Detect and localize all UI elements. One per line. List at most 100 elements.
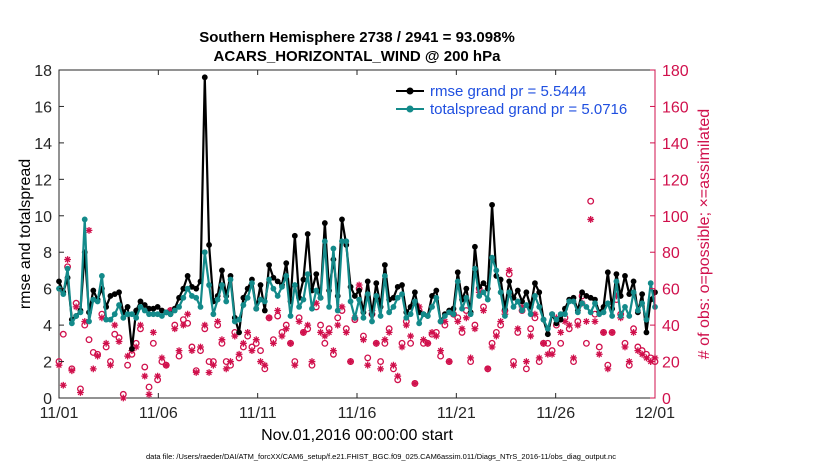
obs-assimilated-glyph bbox=[411, 380, 419, 387]
spread-point bbox=[219, 282, 225, 288]
obs-assimilated-glyph bbox=[428, 329, 436, 336]
rmse-point bbox=[300, 276, 307, 283]
x-axis-label: Nov.01,2016 00:00:00 start bbox=[261, 427, 453, 444]
obs-assimilated-glyph bbox=[604, 365, 612, 373]
obs-assimilated-glyph bbox=[209, 361, 217, 369]
spread-point bbox=[253, 305, 260, 312]
obs-assimilated-marker bbox=[638, 350, 646, 358]
spread-point bbox=[643, 316, 650, 323]
y-tick-label-left: 0 bbox=[43, 391, 52, 408]
obs-assimilated-marker bbox=[171, 325, 179, 333]
obs-assimilated-marker bbox=[287, 339, 294, 347]
obs-assimilated-marker bbox=[304, 321, 312, 329]
rmse-point bbox=[557, 316, 564, 323]
y-tick-label-left: 4 bbox=[43, 318, 52, 335]
spread-point bbox=[167, 311, 174, 318]
spread-point bbox=[133, 314, 140, 321]
rmse-point bbox=[506, 278, 513, 285]
obs-assimilated-marker bbox=[192, 369, 200, 376]
obs-assimilated-marker bbox=[402, 321, 410, 329]
obs-possible-marker bbox=[124, 361, 132, 369]
x-tick-label: 11/26 bbox=[536, 405, 575, 422]
rmse-point bbox=[257, 282, 264, 288]
obs-assimilated-glyph bbox=[424, 339, 432, 347]
spread-point bbox=[437, 318, 444, 325]
chart-title-line1: Southern Hemisphere 2738 / 2941 = 93.098… bbox=[199, 29, 515, 46]
obs-assimilated-glyph bbox=[480, 307, 487, 314]
spread-point bbox=[283, 273, 290, 279]
spread-point bbox=[347, 298, 354, 305]
obs-assimilated-glyph bbox=[304, 321, 312, 329]
obs-assimilated-glyph bbox=[64, 256, 71, 263]
spread-point bbox=[193, 294, 200, 301]
obs-assimilated-marker bbox=[531, 310, 539, 318]
obs-assimilated-glyph bbox=[257, 358, 264, 365]
obs-assimilated-marker bbox=[132, 343, 140, 351]
y-tick-label-right: 80 bbox=[662, 245, 680, 262]
spread-point bbox=[330, 245, 337, 252]
obs-assimilated-marker bbox=[201, 321, 209, 329]
obs-assimilated-glyph bbox=[454, 318, 462, 325]
obs-possible-marker bbox=[595, 343, 603, 351]
obs-possible-marker bbox=[522, 365, 530, 373]
spread-point bbox=[244, 294, 251, 301]
rmse-point bbox=[137, 298, 144, 305]
obs-possible-marker bbox=[149, 339, 157, 347]
spread-point bbox=[497, 289, 504, 296]
spread-point bbox=[381, 273, 388, 279]
obs-assimilated-marker bbox=[274, 307, 282, 314]
spread-point bbox=[622, 303, 628, 310]
spread-point bbox=[326, 303, 333, 310]
spread-point bbox=[317, 294, 324, 301]
y-axis-label-left: rmse and totalspread bbox=[17, 159, 34, 309]
spread-point bbox=[176, 303, 182, 310]
obs-possible-marker bbox=[85, 336, 93, 344]
obs-assimilated-marker bbox=[115, 338, 123, 345]
spread-point bbox=[206, 282, 212, 288]
spread-point bbox=[116, 302, 122, 308]
spread-point bbox=[562, 311, 568, 318]
obs-assimilated-glyph bbox=[390, 361, 397, 369]
obs-assimilated-marker bbox=[561, 318, 569, 325]
spread-point bbox=[73, 313, 80, 319]
obs-assimilated-marker bbox=[372, 339, 380, 347]
rmse-point bbox=[128, 345, 135, 352]
obs-assimilated-marker bbox=[492, 332, 500, 340]
spread-point bbox=[64, 265, 71, 272]
obs-assimilated-marker bbox=[317, 329, 324, 336]
obs-assimilated-glyph bbox=[574, 321, 582, 329]
spread-point bbox=[266, 276, 273, 283]
rmse-point bbox=[266, 262, 273, 268]
obs-assimilated-marker bbox=[398, 343, 406, 351]
obs-assimilated-glyph bbox=[132, 343, 140, 351]
spread-point bbox=[98, 273, 105, 279]
chart-title-line2: ACARS_HORIZONTAL_WIND @ 200 hPa bbox=[214, 48, 502, 65]
obs-assimilated-glyph bbox=[205, 369, 213, 376]
spread-point bbox=[399, 291, 405, 298]
spread-point bbox=[171, 307, 178, 314]
obs-assimilated-glyph bbox=[587, 216, 595, 223]
spread-point bbox=[296, 303, 303, 310]
spread-point bbox=[313, 287, 320, 294]
spread-point bbox=[480, 289, 487, 296]
obs-assimilated-marker bbox=[462, 314, 470, 322]
rmse-point bbox=[622, 273, 628, 279]
obs-assimilated-glyph bbox=[295, 318, 303, 325]
rmse-point bbox=[532, 280, 538, 287]
obs-assimilated-glyph bbox=[179, 321, 187, 329]
obs-assimilated-marker bbox=[81, 318, 89, 325]
y-tick-label-left: 10 bbox=[34, 209, 52, 226]
spread-point bbox=[279, 283, 285, 290]
obs-assimilated-marker bbox=[325, 329, 333, 336]
obs-possible-marker bbox=[205, 358, 213, 366]
obs-assimilated-glyph bbox=[162, 361, 170, 369]
obs-assimilated-marker bbox=[527, 332, 535, 340]
obs-assimilated-marker bbox=[257, 358, 264, 365]
y-tick-label-right: 60 bbox=[662, 282, 680, 299]
obs-assimilated-marker bbox=[497, 318, 505, 325]
spread-point bbox=[321, 238, 328, 245]
obs-assimilated-marker bbox=[295, 318, 303, 325]
spread-point bbox=[390, 303, 397, 310]
rmse-point bbox=[514, 287, 521, 294]
spread-point bbox=[549, 311, 555, 318]
